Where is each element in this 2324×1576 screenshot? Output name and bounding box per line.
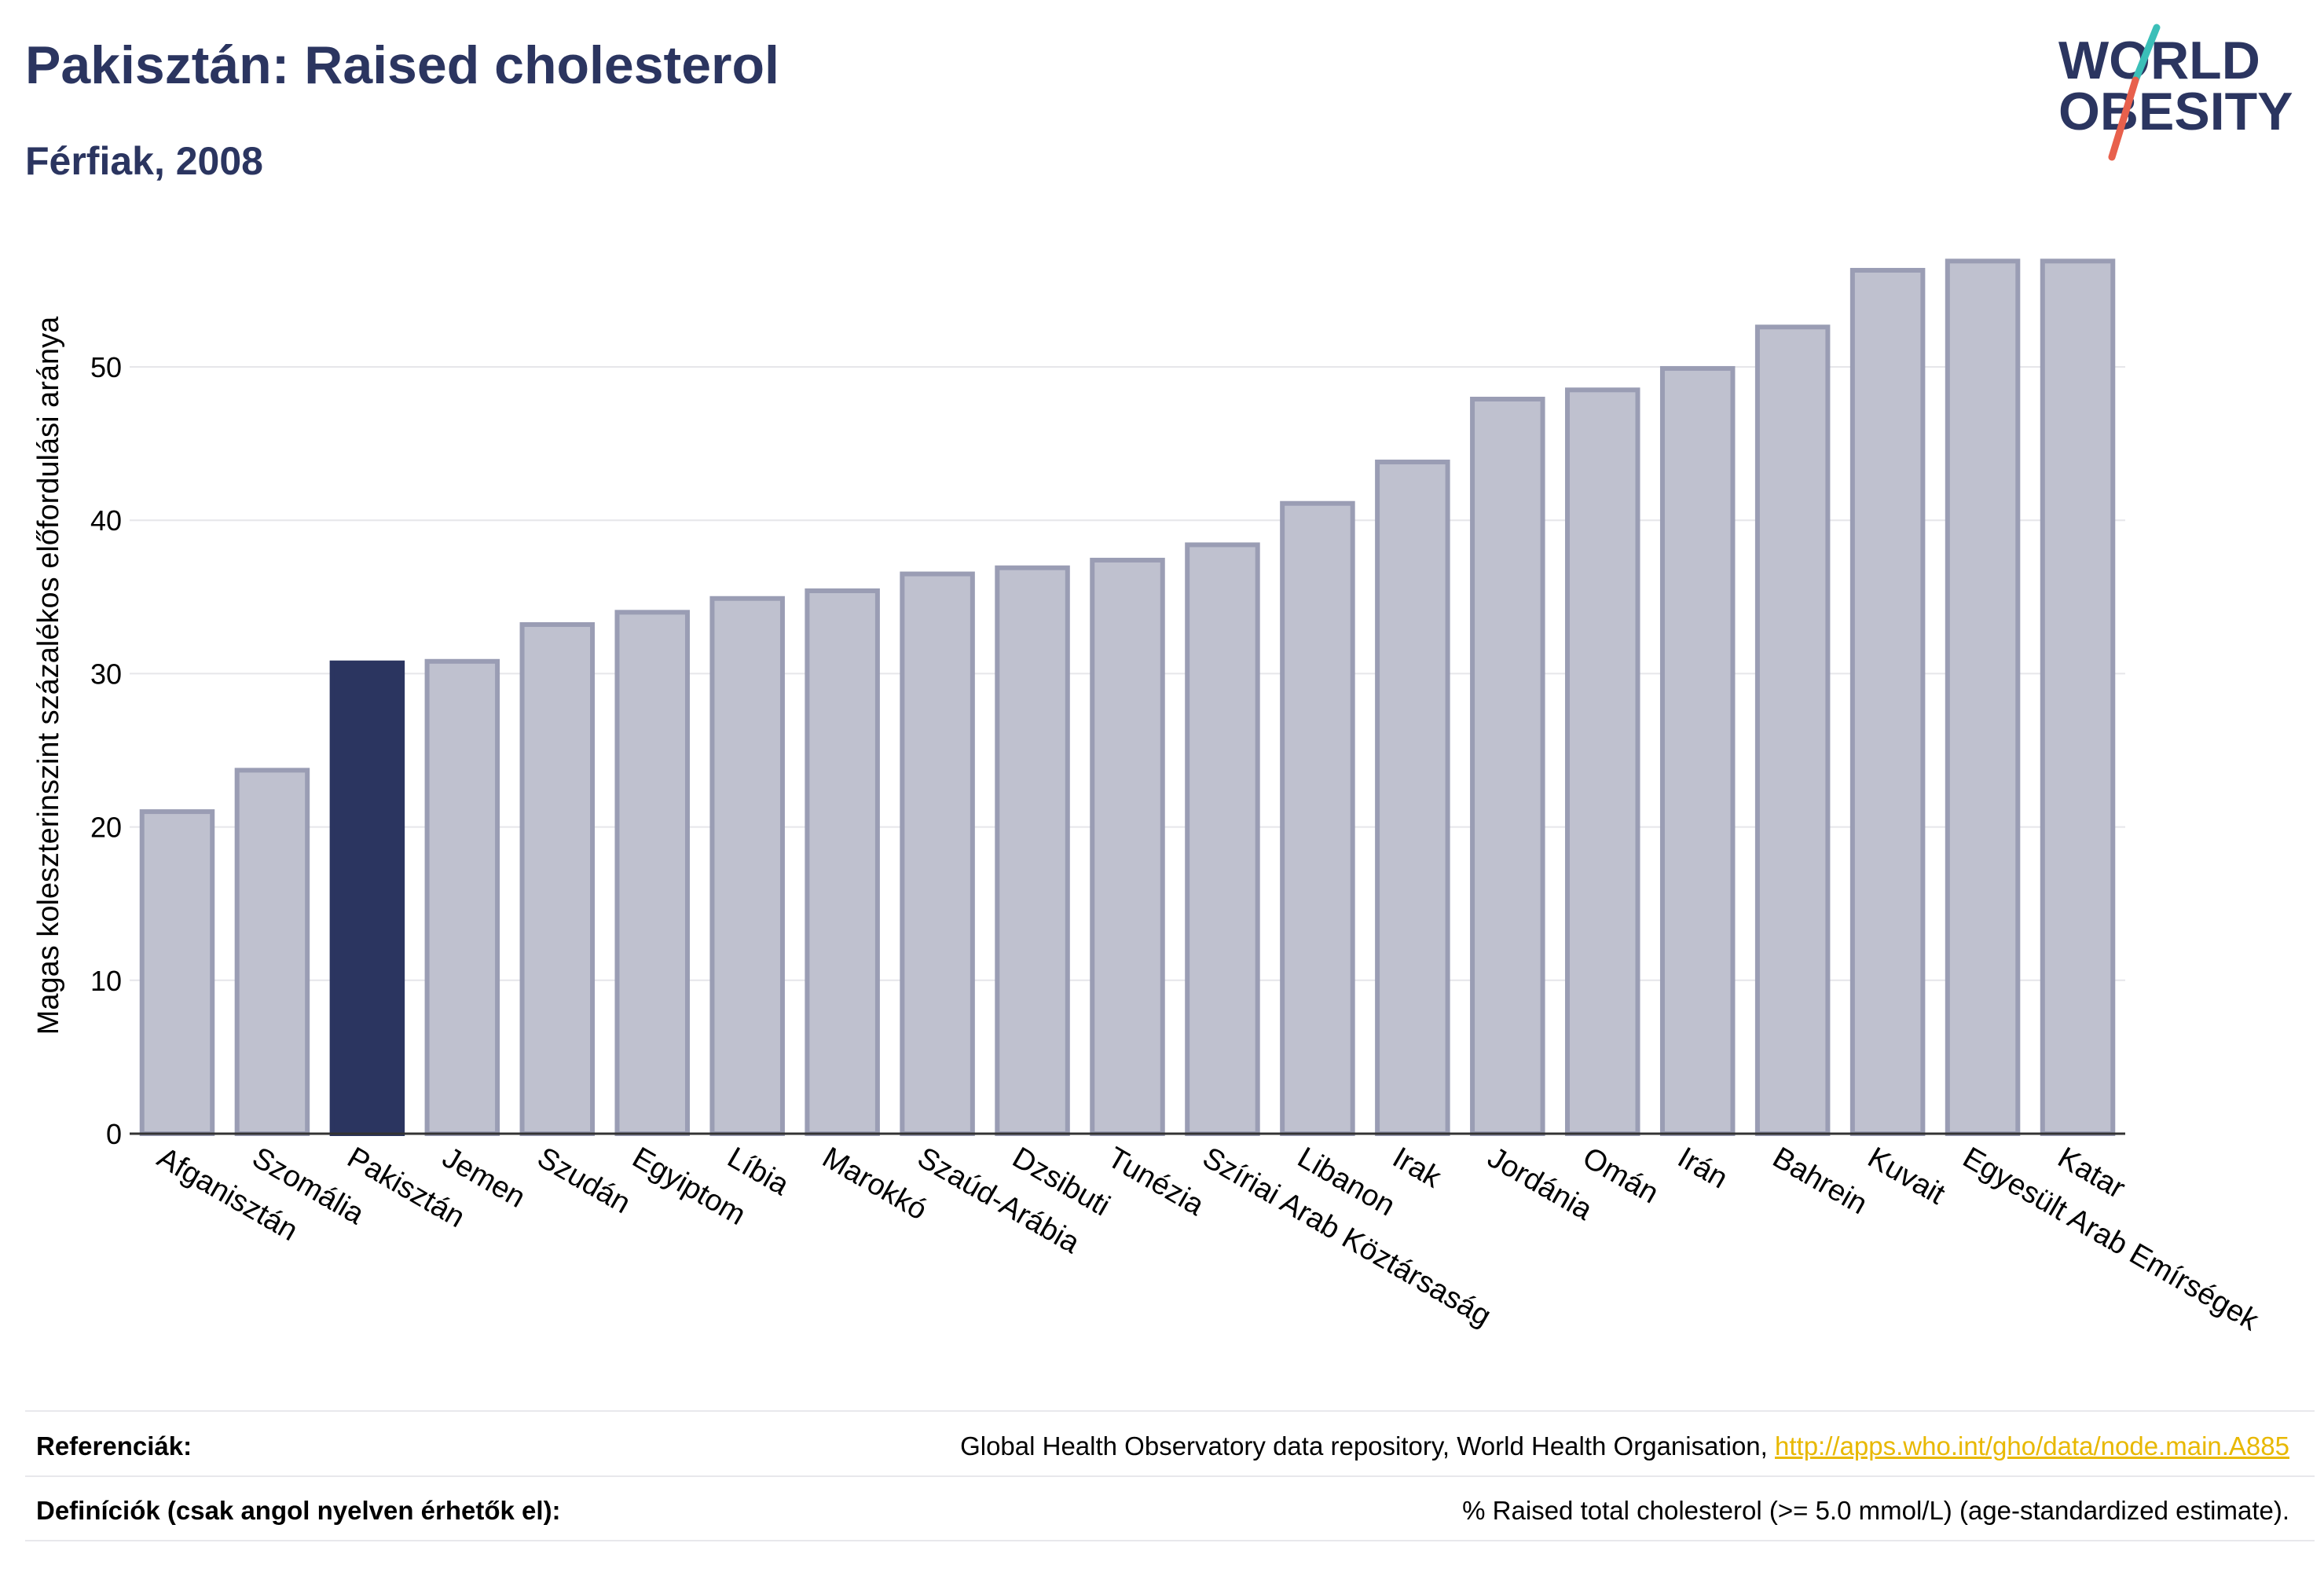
references-label: Referenciák: <box>36 1431 192 1461</box>
bar <box>900 571 975 1136</box>
bar <box>805 588 880 1136</box>
references-value: Global Health Observatory data repositor… <box>960 1431 2289 1461</box>
y-tick-label: 40 <box>90 504 122 537</box>
axes: 01020304050AfganisztánSzomáliaPakisztánJ… <box>90 351 2264 1338</box>
bar <box>329 660 405 1136</box>
page-subtitle: Férfiak, 2008 <box>25 139 263 183</box>
bar <box>1090 557 1165 1136</box>
bar <box>424 658 500 1136</box>
bar <box>614 610 690 1136</box>
bar <box>234 768 310 1136</box>
logo-line1: WORLD <box>2058 31 2260 90</box>
references-link[interactable]: http://apps.who.int/gho/data/node.main.A… <box>1775 1431 2289 1461</box>
bar <box>1659 365 1736 1136</box>
y-axis-label: Magas koleszterinszint százalékos előfor… <box>32 316 65 1035</box>
y-tick-label: 0 <box>106 1118 122 1150</box>
bar <box>1945 258 2021 1136</box>
bar <box>519 621 596 1136</box>
bars <box>139 258 2116 1136</box>
x-tick-label: Irán <box>1672 1141 1733 1195</box>
bar <box>1280 500 1355 1136</box>
footer-divider <box>25 1540 2315 1541</box>
definitions-value: % Raised total cholesterol (>= 5.0 mmol/… <box>1462 1496 2289 1525</box>
logo-line2: OBESITY <box>2058 82 2293 141</box>
bar <box>2040 258 2116 1136</box>
x-tick-label: Irak <box>1387 1141 1447 1195</box>
bar <box>709 596 785 1136</box>
y-tick-label: 50 <box>90 351 122 383</box>
x-tick-label: Szaúd-Arábia <box>912 1141 1086 1260</box>
y-tick-label: 30 <box>90 658 122 690</box>
x-tick-label: Kuvait <box>1862 1141 1951 1211</box>
y-tick-label: 20 <box>90 812 122 844</box>
x-tick-label: Tunézia <box>1102 1141 1211 1222</box>
bar <box>995 565 1070 1136</box>
bar <box>1185 542 1260 1136</box>
x-tick-label: Jordánia <box>1482 1141 1598 1227</box>
bar <box>1754 324 1831 1136</box>
bar <box>1375 460 1450 1136</box>
footer-divider <box>25 1410 2315 1412</box>
definitions-label: Definíciók (csak angol nyelven érhetők e… <box>36 1496 561 1525</box>
x-tick-label: Szudán <box>532 1141 636 1220</box>
y-tick-label: 10 <box>90 965 122 997</box>
bar <box>1565 387 1640 1136</box>
bar <box>1470 396 1545 1136</box>
references-text: Global Health Observatory data repositor… <box>960 1431 1768 1461</box>
x-tick-label: Marokkó <box>817 1141 933 1226</box>
bar <box>1849 268 1926 1136</box>
footer-divider <box>25 1475 2315 1477</box>
world-obesity-logo: WORLD OBESITY <box>2058 24 2293 161</box>
bar-chart: 01020304050AfganisztánSzomáliaPakisztánJ… <box>32 258 2264 1338</box>
page-title: Pakisztán: Raised cholesterol <box>25 35 779 95</box>
x-tick-label: Bahrein <box>1767 1141 1872 1221</box>
bar <box>139 809 215 1136</box>
